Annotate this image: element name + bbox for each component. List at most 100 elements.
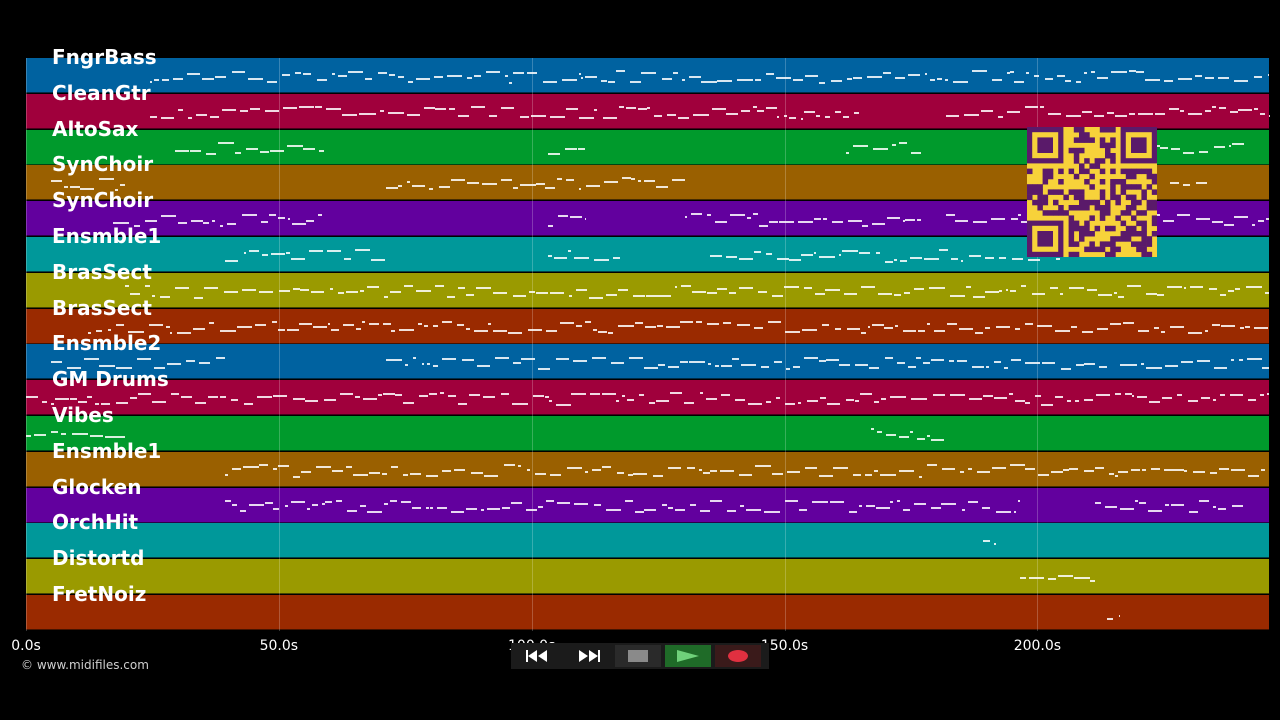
note	[690, 213, 702, 216]
note	[705, 80, 717, 83]
note	[402, 474, 408, 477]
note	[922, 361, 930, 364]
note	[572, 359, 587, 362]
note	[1082, 330, 1093, 333]
note	[94, 402, 99, 405]
note	[1155, 213, 1161, 216]
note	[981, 109, 994, 112]
note	[397, 76, 405, 79]
note	[768, 220, 778, 223]
qr-module	[1037, 137, 1053, 153]
grid-line	[784, 58, 786, 631]
qr-module	[1115, 246, 1121, 253]
note	[482, 396, 496, 399]
stop-button[interactable]	[615, 645, 661, 667]
note	[1180, 109, 1185, 112]
note	[1044, 77, 1053, 80]
qr-module	[1110, 236, 1116, 242]
note	[700, 392, 704, 395]
rewind-button[interactable]	[515, 645, 561, 667]
note	[196, 114, 208, 117]
note	[895, 76, 905, 79]
note	[684, 215, 687, 218]
note	[134, 224, 140, 227]
play-button[interactable]	[665, 645, 711, 667]
note	[766, 253, 772, 256]
note	[608, 80, 616, 83]
note	[145, 219, 158, 222]
qr-module	[1047, 168, 1054, 175]
qr-module	[1146, 241, 1153, 247]
note	[549, 399, 553, 402]
track-lane	[26, 344, 1269, 380]
note	[512, 361, 521, 364]
note	[740, 110, 751, 113]
note	[1007, 71, 1010, 74]
note	[266, 80, 277, 83]
note	[314, 105, 323, 108]
note	[1195, 74, 1202, 77]
note	[618, 106, 624, 109]
note	[180, 395, 193, 398]
note	[581, 77, 584, 80]
note	[1041, 362, 1056, 365]
note	[306, 508, 310, 511]
track-label: Ensmble2	[52, 331, 162, 356]
note	[957, 359, 967, 362]
note	[161, 117, 174, 120]
note	[1098, 365, 1108, 368]
track-lane	[26, 487, 1269, 523]
qr-module	[1037, 199, 1043, 206]
qr-module	[1115, 179, 1121, 185]
qr-module	[1131, 194, 1137, 201]
note	[72, 433, 88, 436]
qr-module	[1125, 210, 1132, 216]
note	[402, 401, 414, 404]
note	[1162, 397, 1172, 400]
note	[50, 179, 63, 182]
note	[1118, 615, 1120, 618]
note	[26, 395, 39, 398]
note	[1187, 113, 1203, 116]
note	[798, 509, 808, 512]
note	[457, 323, 464, 326]
note	[952, 80, 968, 83]
note	[700, 80, 705, 83]
qr-module	[1073, 194, 1080, 201]
note	[631, 177, 635, 180]
qr-module	[1099, 127, 1106, 133]
note	[758, 290, 767, 293]
note	[1075, 363, 1085, 366]
note	[566, 467, 583, 470]
note	[830, 500, 844, 503]
note	[861, 331, 867, 334]
note	[715, 365, 719, 368]
qr-module	[1136, 231, 1142, 237]
note	[1119, 364, 1131, 367]
qr-module	[1042, 194, 1049, 201]
qr-module	[1084, 246, 1090, 253]
note	[532, 394, 544, 397]
note	[703, 471, 710, 474]
note	[362, 112, 376, 115]
note	[1090, 580, 1095, 583]
note	[602, 393, 616, 396]
note	[574, 256, 590, 259]
note	[1010, 217, 1018, 220]
qr-module	[1110, 127, 1116, 133]
note	[346, 510, 357, 513]
note	[382, 392, 396, 395]
qr-module	[1136, 199, 1142, 206]
note	[705, 398, 718, 401]
note	[961, 508, 965, 511]
fast-forward-button[interactable]	[565, 645, 611, 667]
note	[946, 322, 958, 325]
qr-module	[1136, 246, 1142, 253]
note	[847, 77, 853, 80]
qr-module	[1151, 215, 1158, 221]
note	[287, 329, 299, 331]
record-button[interactable]	[715, 645, 761, 667]
note	[1212, 106, 1217, 109]
note	[1171, 504, 1185, 507]
note	[983, 539, 991, 542]
